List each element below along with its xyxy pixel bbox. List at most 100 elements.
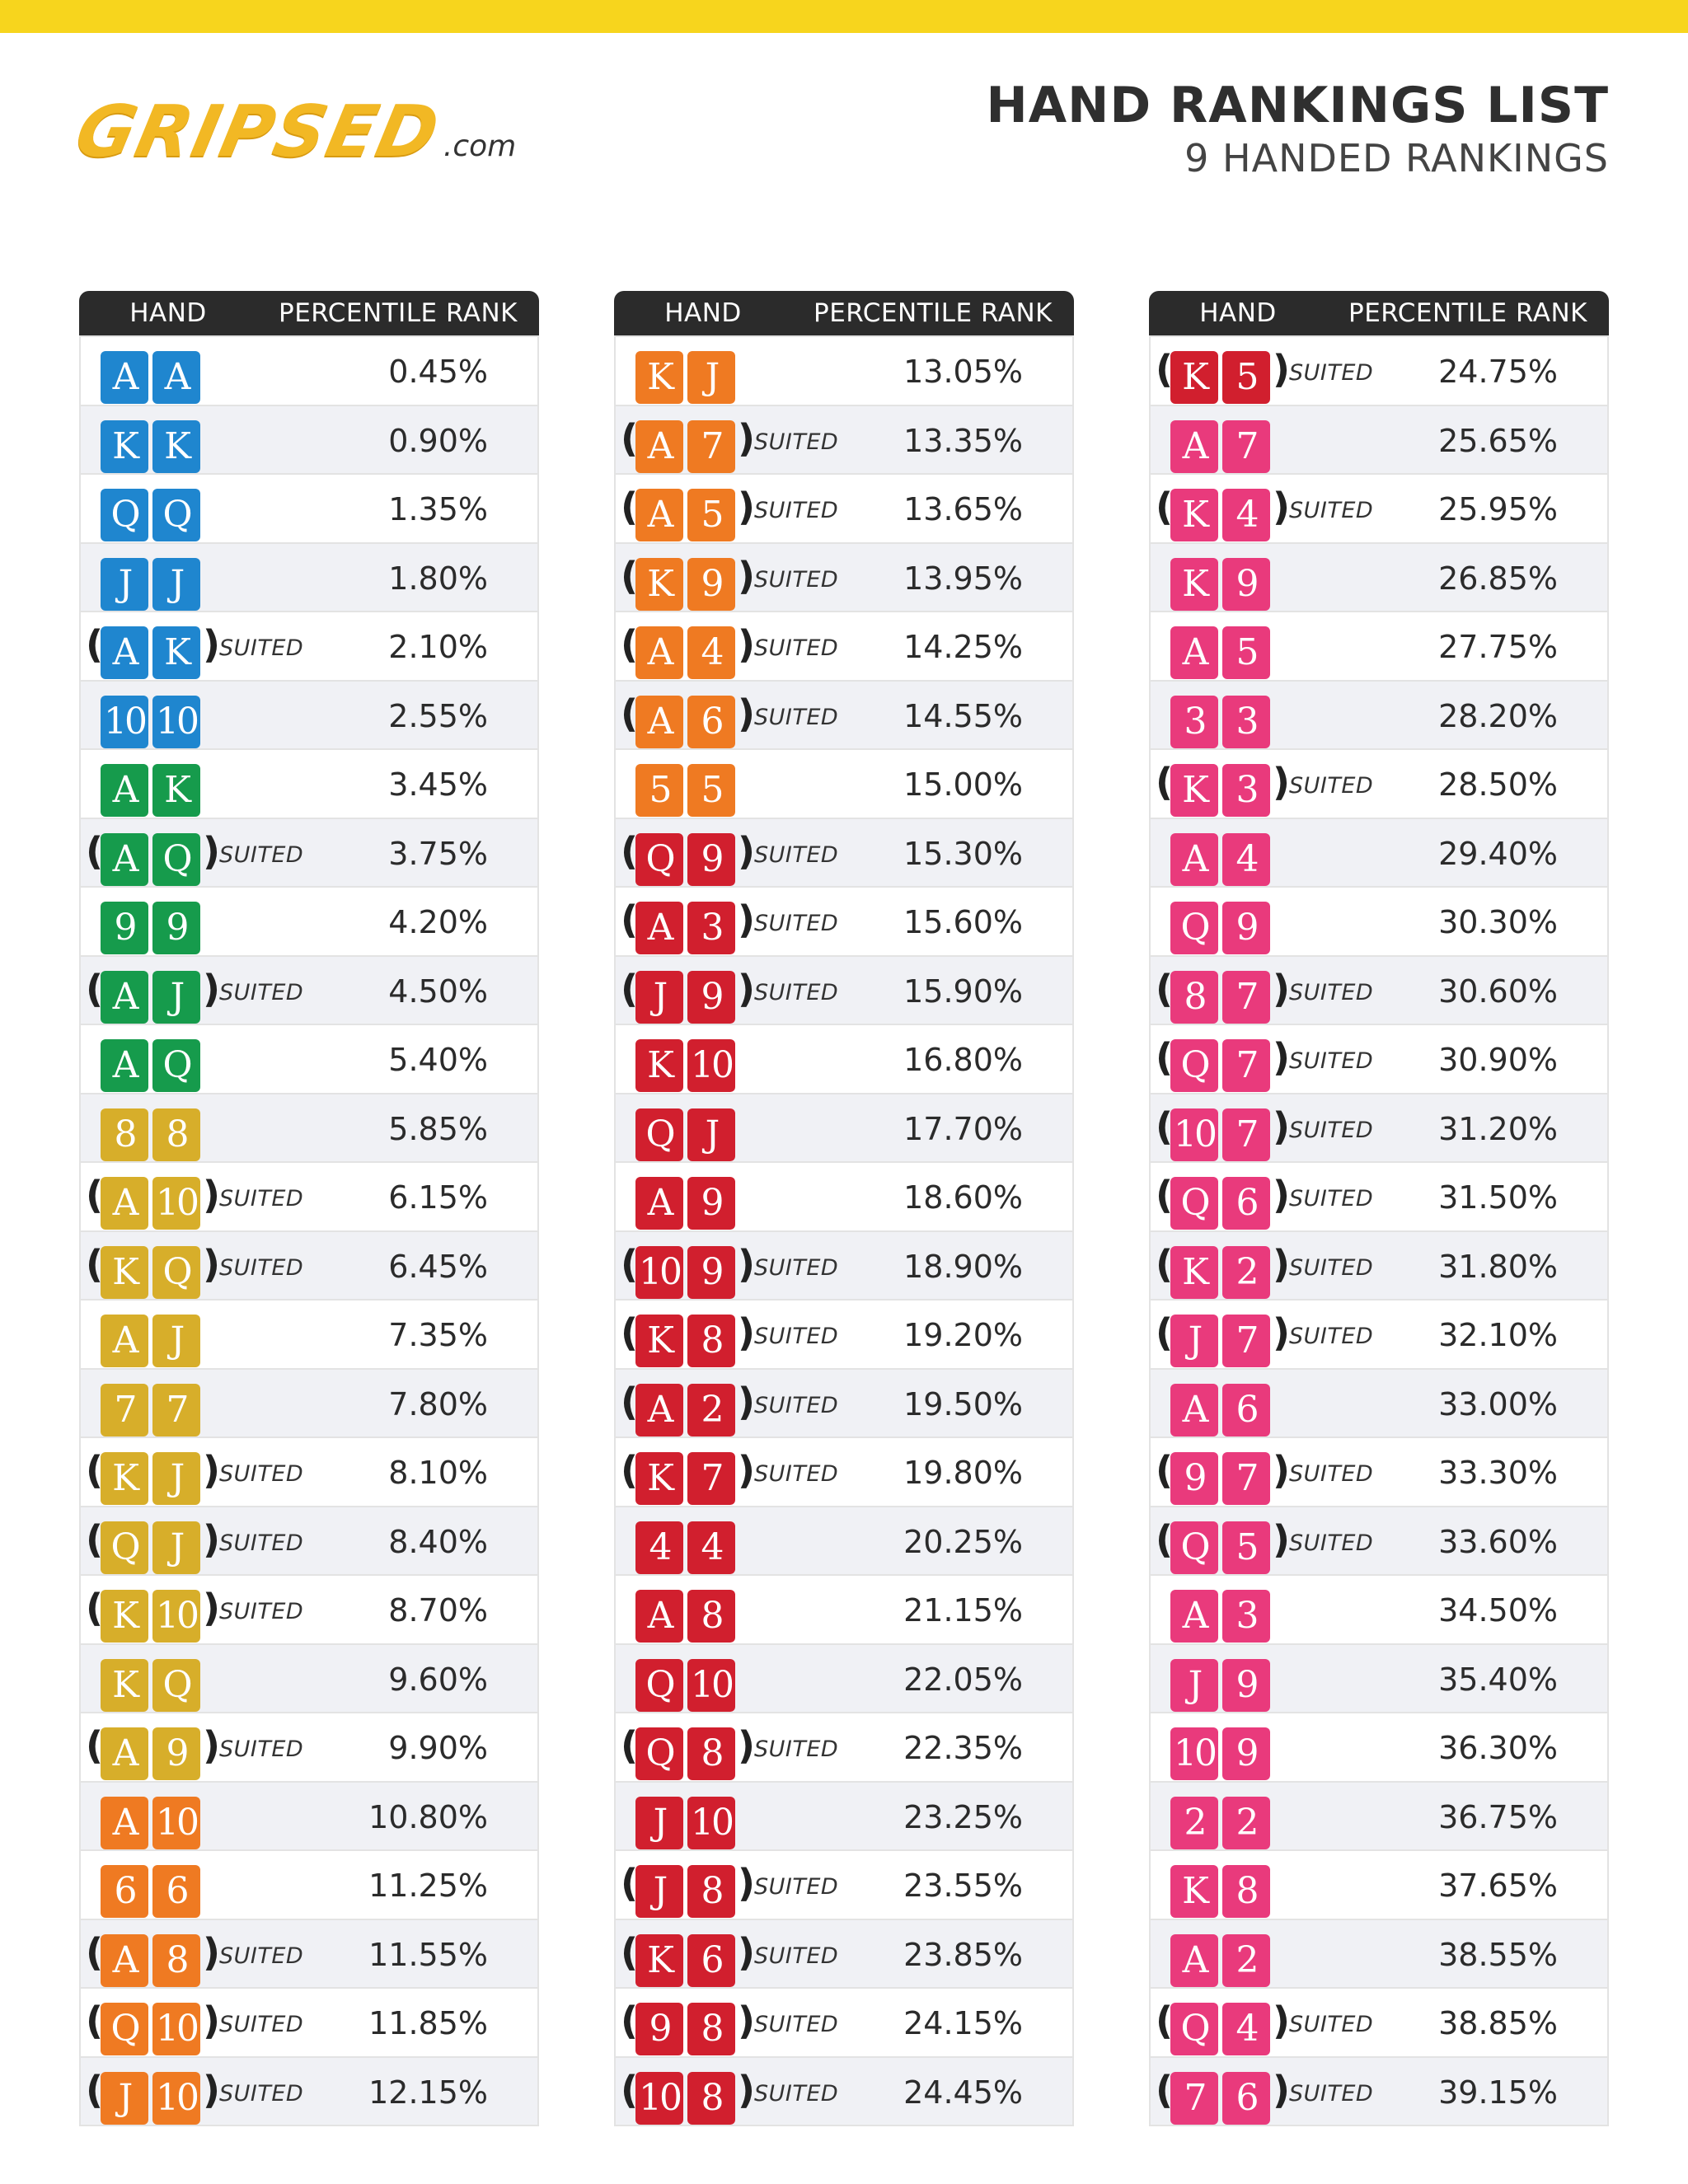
suited-open-paren: ( <box>1156 1516 1174 1562</box>
suited-label: SUITED <box>219 1254 304 1281</box>
suited-label: SUITED <box>1289 1186 1374 1212</box>
card-rank: Q <box>635 832 683 886</box>
hand-cell: (A 2) SUITED <box>616 1370 838 1437</box>
suited-close-paren: ) <box>1273 966 1291 1011</box>
percentile-rank: 21.15% <box>903 1592 1023 1629</box>
card-rank: K <box>635 1933 683 1987</box>
percentile-rank: 30.60% <box>1438 972 1558 1010</box>
card-rank: K <box>635 557 683 611</box>
table-row: (A K) SUITED 2.10% <box>81 611 537 680</box>
card-rank: 3 <box>1222 1590 1270 1643</box>
table-row: (K 9) SUITED 13.95% <box>616 541 1072 611</box>
percentile-rank: 11.85% <box>368 2005 488 2041</box>
hand-cell: (J 8) SUITED <box>616 1851 838 1919</box>
suited-close-paren: ) <box>738 966 756 1011</box>
column-header-percentile-rank: PERCENTILE RANK <box>1348 298 1587 328</box>
card-rank: K <box>101 419 148 473</box>
table-row: A 5 27.75% <box>1151 611 1607 680</box>
percentile-rank: 23.25% <box>903 1798 1023 1835</box>
percentile-rank: 38.85% <box>1438 2005 1558 2041</box>
table-row: (Q J) SUITED 8.40% <box>81 1505 537 1575</box>
hand-cell: (K 6) SUITED <box>616 1920 838 1988</box>
logo-wordmark: GRIPSED <box>68 91 448 173</box>
card-rank: 5 <box>1222 626 1270 679</box>
table-row: A J 7.35% <box>81 1299 537 1368</box>
card-rank: 4 <box>687 1521 735 1574</box>
card-rank: K <box>1170 489 1218 541</box>
hand-cell: (Q J) SUITED <box>81 1507 303 1575</box>
table-row: J 10 23.25% <box>616 1780 1072 1849</box>
suited-close-paren: ) <box>203 1173 221 1217</box>
suited-close-paren: ) <box>738 622 756 667</box>
card-rank: 4 <box>1222 2003 1270 2055</box>
suited-close-paren: ) <box>203 1586 221 1630</box>
card-rank: 5 <box>687 764 735 817</box>
percentile-rank: 13.35% <box>903 422 1023 459</box>
suited-open-paren: ( <box>621 1723 639 1768</box>
card-rank: 9 <box>101 902 148 954</box>
hand-cell: (8 7) SUITED <box>1151 957 1373 1024</box>
hand-cell: (K 2) SUITED <box>1151 1232 1373 1300</box>
column-header-percentile-rank: PERCENTILE RANK <box>814 298 1053 328</box>
table-row: (Q 10) SUITED 11.85% <box>81 1987 537 2056</box>
card-rank: 4 <box>1222 832 1270 886</box>
card-rank: 6 <box>687 1933 735 1987</box>
card-rank: J <box>152 970 200 1024</box>
card-rank: 10 <box>152 2003 200 2055</box>
table-row: (J 8) SUITED 23.55% <box>616 1849 1072 1919</box>
hand-cell: (A 5) SUITED <box>616 475 838 542</box>
suited-close-paren: ) <box>738 553 756 598</box>
hand-cell: (Q 6) SUITED <box>1151 1163 1373 1230</box>
card-rank: A <box>635 1590 683 1643</box>
suited-label: SUITED <box>1289 1117 1374 1143</box>
table-row: A 4 29.40% <box>1151 817 1607 886</box>
suited-label: SUITED <box>754 1324 839 1349</box>
table-row: 8 8 5.85% <box>81 1092 537 1161</box>
table-row: (A 4) SUITED 14.25% <box>616 611 1072 680</box>
table-header: HAND PERCENTILE RANK <box>614 291 1074 335</box>
card-rank: A <box>101 626 148 679</box>
card-rank: A <box>635 695 683 748</box>
suited-close-paren: ) <box>1273 1310 1291 1355</box>
card-rank: A <box>101 1933 148 1987</box>
suited-label: SUITED <box>754 2012 839 2037</box>
card-rank: 9 <box>1222 557 1270 611</box>
page-title: HAND RANKINGS LIST <box>986 77 1609 134</box>
hand-cell: (K 3) SUITED <box>1151 750 1373 818</box>
card-rank: 8 <box>152 1108 200 1161</box>
suited-label: SUITED <box>219 2012 304 2037</box>
hand-cell: (10 9) SUITED <box>616 1232 838 1300</box>
hand-cell: (7 6) SUITED <box>1151 2058 1373 2125</box>
suited-close-paren: ) <box>203 1929 221 1975</box>
card-rank: A <box>101 764 148 817</box>
suited-close-paren: ) <box>203 1448 221 1493</box>
percentile-rank: 4.20% <box>388 904 488 940</box>
table-row: (Q 9) SUITED 15.30% <box>616 817 1072 886</box>
table-row: K J 13.05% <box>616 335 1072 405</box>
suited-open-paren: ( <box>621 966 639 1011</box>
card-rank: 7 <box>1170 2071 1218 2125</box>
card-rank: J <box>687 1108 735 1161</box>
table-row: A 9 18.60% <box>616 1161 1072 1230</box>
table-row: (8 7) SUITED 30.60% <box>1151 954 1607 1024</box>
card-rank: A <box>635 1177 683 1230</box>
suited-label: SUITED <box>754 1254 839 1281</box>
table-row: (A 6) SUITED 14.55% <box>616 679 1072 748</box>
suited-open-paren: ( <box>86 622 104 667</box>
suited-label: SUITED <box>1289 1530 1374 1556</box>
table-row: (J 7) SUITED 32.10% <box>1151 1299 1607 1368</box>
table-row: A A 0.45% <box>81 335 537 405</box>
card-rank: 9 <box>635 2003 683 2055</box>
card-rank: Q <box>1170 1521 1218 1574</box>
card-rank: 10 <box>152 1177 200 1230</box>
gripsed-logo[interactable]: GRIPSED .com <box>68 91 516 173</box>
table-row: (7 6) SUITED 39.15% <box>1151 2055 1607 2125</box>
suited-close-paren: ) <box>1273 1241 1291 1286</box>
suited-label: SUITED <box>219 635 304 661</box>
